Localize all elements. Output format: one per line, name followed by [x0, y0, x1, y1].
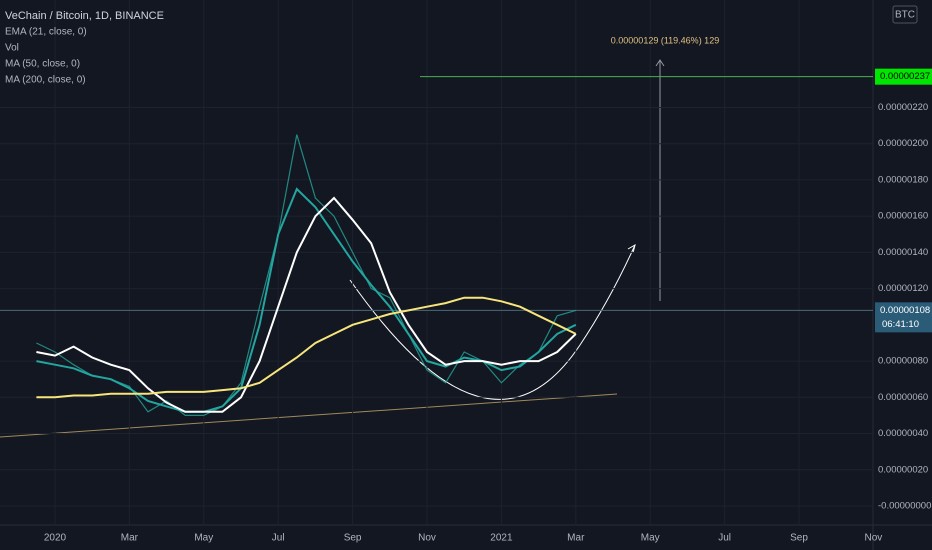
x-tick-label: Jul — [718, 533, 731, 544]
y-tick-label: 0.00000020 — [878, 464, 928, 475]
y-tick-label: 0.00000060 — [878, 392, 928, 403]
legend-entry: EMA (21, close, 0) — [5, 27, 87, 38]
legend-entry: MA (50, close, 0) — [5, 59, 80, 70]
x-tick-label: Sep — [790, 533, 808, 544]
x-tick-label: Sep — [344, 533, 362, 544]
y-tick-label: 0.00000120 — [878, 283, 928, 294]
y-tick-label: 0.00000180 — [878, 174, 928, 185]
x-tick-label: May — [194, 533, 213, 544]
y-tick-label: -0.00000000 — [878, 501, 931, 512]
indicator-line — [36, 196, 577, 413]
measure-arrow — [655, 59, 665, 67]
y-tick-label: 0.00000200 — [878, 138, 928, 149]
price-line-series — [36, 134, 576, 416]
x-tick-label: Nov — [865, 533, 883, 544]
legend-entry: Vol — [5, 43, 19, 54]
unit-badge[interactable] — [892, 5, 918, 24]
indicator-line — [36, 296, 577, 399]
annotation: 0.00000129 (119.46%) 129 — [611, 35, 719, 45]
price-badge — [875, 302, 932, 333]
x-tick-label: Nov — [418, 533, 436, 544]
price-badge — [875, 68, 932, 85]
x-tick-label: Mar — [567, 533, 585, 544]
x-tick-label: Jul — [272, 533, 285, 544]
y-tick-label: 0.00000040 — [878, 428, 928, 439]
countdown: 06:41:10 — [882, 319, 919, 330]
y-tick-label: 0.00000160 — [878, 211, 928, 222]
y-tick-label: 0.00000080 — [878, 356, 928, 367]
y-tick-label: 0.00000220 — [878, 102, 928, 113]
price-badge-label: 0.00000108 — [880, 305, 930, 316]
unit-badge-label: BTC — [895, 10, 915, 21]
legend-entry: MA (200, close, 0) — [5, 75, 86, 86]
cup-curve — [349, 244, 636, 400]
legend-title: VeChain / Bitcoin, 1D, BINANCE — [5, 10, 164, 22]
price-badge-label: 0.00000237 — [880, 71, 930, 82]
x-tick-label: 2020 — [44, 533, 67, 544]
x-tick-label: 2021 — [490, 533, 513, 544]
y-tick-label: 0.00000140 — [878, 247, 928, 258]
x-tick-label: Mar — [121, 533, 139, 544]
x-tick-label: May — [641, 533, 660, 544]
trend-line — [0, 393, 618, 438]
arrow-head — [627, 243, 636, 254]
